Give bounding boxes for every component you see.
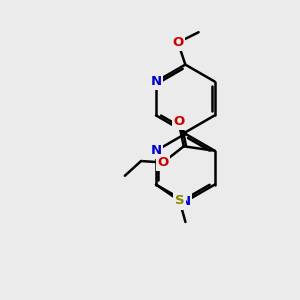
Text: S: S <box>175 194 184 207</box>
Text: N: N <box>150 144 162 157</box>
Text: O: O <box>174 115 185 128</box>
Text: O: O <box>172 36 184 49</box>
Text: O: O <box>158 156 169 169</box>
Text: N: N <box>150 75 162 88</box>
Text: N: N <box>180 195 191 208</box>
